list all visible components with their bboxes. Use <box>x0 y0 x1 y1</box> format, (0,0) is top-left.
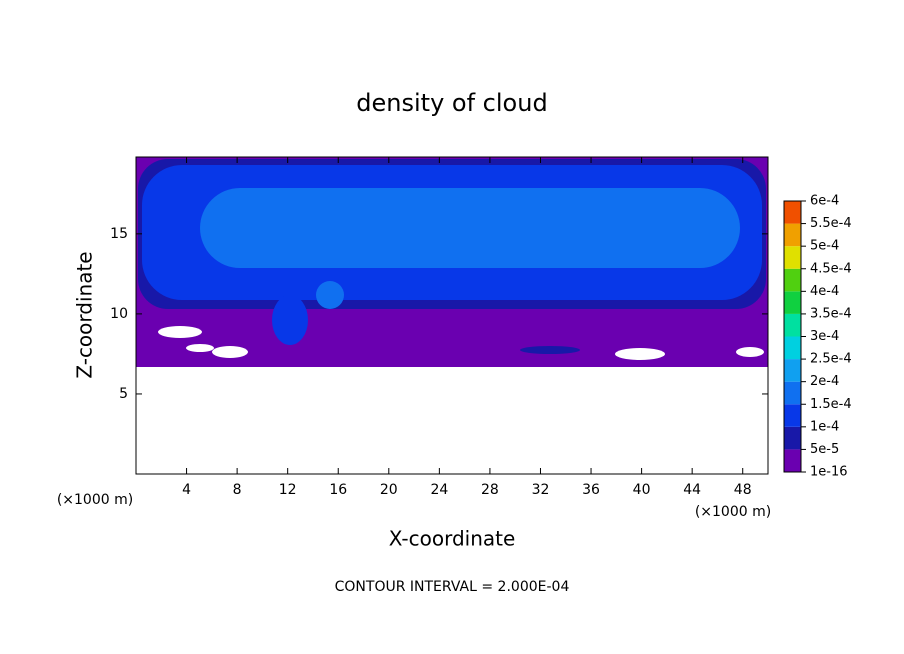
colorbar-label: 2e-4 <box>810 374 839 389</box>
gap <box>615 348 665 360</box>
colorbar-swatch <box>784 449 801 472</box>
y-tick-label: 10 <box>110 306 128 322</box>
colorbar-label: 1.5e-4 <box>810 397 852 412</box>
gap <box>158 326 202 338</box>
x-tick-label: 40 <box>633 482 651 498</box>
x-tick-label: 48 <box>734 482 752 498</box>
gap <box>736 347 764 357</box>
contour-region <box>200 188 740 268</box>
colorbar-label: 4.5e-4 <box>810 261 852 276</box>
colorbar-swatch <box>784 359 801 382</box>
colorbar-swatch <box>784 201 801 224</box>
contour-region <box>520 346 580 354</box>
x-tick-label: 8 <box>233 482 242 498</box>
y-tick-label: 5 <box>119 386 128 402</box>
x-axis-label: X-coordinate <box>389 527 516 551</box>
x-tick-label: 20 <box>380 482 398 498</box>
colorbar-label: 2.5e-4 <box>810 352 852 367</box>
colorbar-swatch <box>784 291 801 314</box>
colorbar-swatch <box>784 404 801 427</box>
colorbar-swatch <box>784 223 801 247</box>
x-tick-label: 28 <box>481 482 499 498</box>
x-unit: (×1000 m) <box>57 492 133 508</box>
contour-region <box>316 281 344 309</box>
gap <box>136 367 768 375</box>
colorbar-label: 1e-4 <box>810 419 839 434</box>
plot-frame <box>135 156 769 475</box>
gap <box>212 346 248 358</box>
colorbar-label: 3e-4 <box>810 329 839 344</box>
colorbar-swatch <box>784 381 801 405</box>
footer-note: CONTOUR INTERVAL = 2.000E-04 <box>335 579 570 595</box>
colorbar-label: 6e-4 <box>810 194 839 209</box>
x-tick-label: 4 <box>182 482 191 498</box>
contour-field <box>136 157 768 474</box>
colorbar-label: 5e-5 <box>810 442 839 457</box>
x-tick-label: 32 <box>532 482 550 498</box>
colorbar-label: 4e-4 <box>810 284 839 299</box>
colorbar-label: 3.5e-4 <box>810 306 852 321</box>
x-tick-label: 24 <box>430 482 448 498</box>
chart-title: density of cloud <box>356 89 547 117</box>
x-unit: (×1000 m) <box>695 504 771 520</box>
colorbar-swatch <box>784 336 801 360</box>
x-tick-label: 44 <box>683 482 701 498</box>
colorbar-label: 5e-4 <box>810 239 839 254</box>
colorbar-label: 1e-16 <box>810 465 848 480</box>
contour-region <box>272 295 308 345</box>
x-tick-label: 36 <box>582 482 600 498</box>
colorbar-swatch <box>784 246 801 269</box>
colorbar-swatch <box>784 426 801 450</box>
x-tick-label: 12 <box>279 482 297 498</box>
y-tick-label: 15 <box>110 226 128 242</box>
x-tick-label: 16 <box>329 482 347 498</box>
y-axis-label: Z-coordinate <box>73 251 97 378</box>
colorbar-label: 5.5e-4 <box>810 216 852 231</box>
colorbar-swatch <box>784 313 801 337</box>
colorbar-swatch <box>784 268 801 292</box>
gap <box>186 344 214 352</box>
